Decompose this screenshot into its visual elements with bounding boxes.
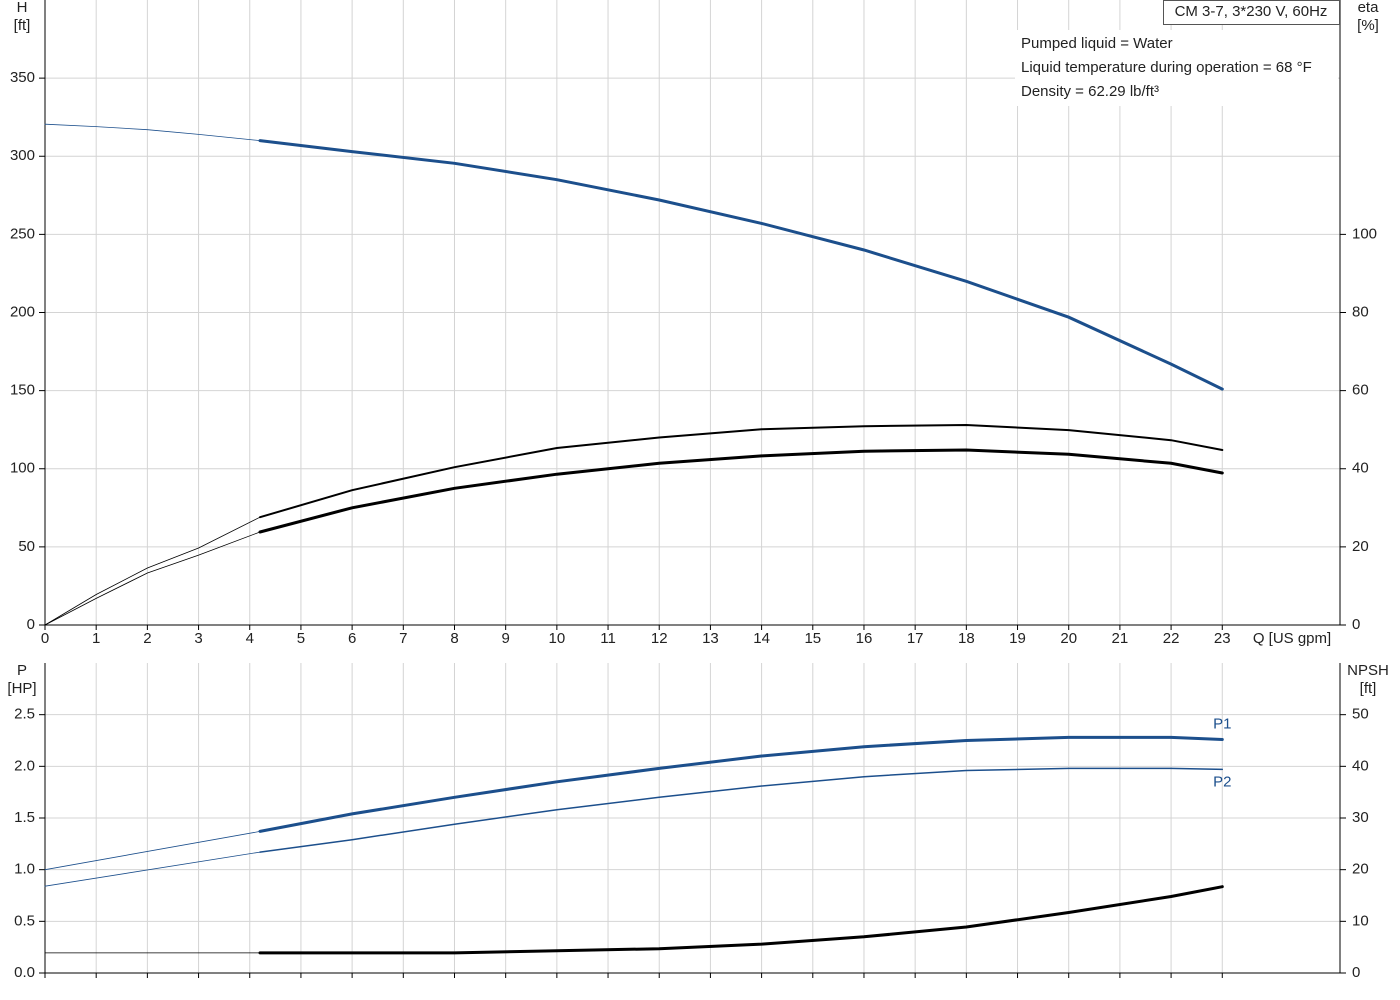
x-tick-label: 22 — [1163, 630, 1180, 647]
y2-axis-label: [ft] — [1360, 680, 1377, 697]
y-tick-label: 150 — [10, 382, 35, 399]
curve — [258, 448, 1224, 534]
y2-tick-label: 20 — [1352, 861, 1369, 878]
x-tick-label: 9 — [502, 630, 510, 647]
x-tick-label: 8 — [450, 630, 458, 647]
x-tick-label: 12 — [651, 630, 668, 647]
plots: 0 1 2 3 4 5 6 7 8 9 10 11 12 13 14 15 16 17 18 19 20 21 22 2305… — [7, 0, 1389, 981]
x-tick-label: 23 — [1214, 630, 1231, 647]
y-axis-label: P — [17, 662, 27, 679]
curve — [258, 735, 1224, 833]
x-tick-label: 14 — [753, 630, 770, 647]
curve — [259, 767, 1224, 853]
info-line: Density = 62.29 lb/ft³ — [1021, 83, 1159, 100]
y-axis-label: [HP] — [7, 680, 36, 697]
curve — [44, 851, 261, 887]
y-tick-label: 0 — [27, 616, 35, 633]
x-tick-label: 19 — [1009, 630, 1026, 647]
x-tick-label: 2 — [143, 630, 151, 647]
y2-tick-label: 40 — [1352, 757, 1369, 774]
curve — [44, 123, 261, 141]
curve — [44, 831, 261, 871]
y2-axis-label: [%] — [1357, 17, 1379, 34]
info-panel — [1015, 30, 1338, 106]
y2-tick-label: 0 — [1352, 616, 1360, 633]
y-tick-label: 200 — [10, 303, 35, 320]
y-tick-label: 1.5 — [14, 809, 35, 826]
y-axis-label: [ft] — [14, 17, 31, 34]
x-tick-label: 6 — [348, 630, 356, 647]
curve — [44, 516, 261, 626]
x-tick-label: 7 — [399, 630, 407, 647]
y2-tick-label: 40 — [1352, 460, 1369, 477]
x-tick-label: 21 — [1112, 630, 1129, 647]
y2-tick-label: 80 — [1352, 303, 1369, 320]
y2-tick-label: 10 — [1352, 912, 1369, 929]
x-tick-label: 20 — [1060, 630, 1077, 647]
y2-axis-label: NPSH — [1347, 662, 1389, 679]
curve — [258, 885, 1224, 955]
y-tick-label: 100 — [10, 460, 35, 477]
x-tick-label: 0 — [41, 630, 49, 647]
y-tick-label: 2.5 — [14, 706, 35, 723]
x-tick-label: 15 — [804, 630, 821, 647]
y-tick-label: 50 — [18, 538, 35, 555]
series-label: P2 — [1213, 773, 1231, 790]
y-tick-label: 350 — [10, 69, 35, 86]
y-tick-label: 0.0 — [14, 964, 35, 981]
x-tick-label: 4 — [246, 630, 254, 647]
x-tick-label: 13 — [702, 630, 719, 647]
y2-tick-label: 60 — [1352, 382, 1369, 399]
x-tick-label: 17 — [907, 630, 924, 647]
curve — [258, 139, 1224, 391]
model-box — [1163, 0, 1340, 25]
x-tick-label: 18 — [958, 630, 975, 647]
info-line: Liquid temperature during operation = 68… — [1021, 59, 1312, 76]
series-label: P1 — [1213, 715, 1231, 732]
x-tick-label: 1 — [92, 630, 100, 647]
curve — [44, 531, 261, 626]
y2-tick-label: 100 — [1352, 225, 1377, 242]
info-line: Pumped liquid = Water — [1021, 35, 1173, 52]
x-tick-label: 10 — [549, 630, 566, 647]
y-tick-label: 0.5 — [14, 912, 35, 929]
y-tick-label: 2.0 — [14, 757, 35, 774]
y-tick-label: 300 — [10, 147, 35, 164]
y-axis-label: H — [17, 0, 28, 16]
x-tick-label: 11 — [600, 630, 616, 647]
y2-tick-label: 20 — [1352, 538, 1369, 555]
y2-tick-label: 30 — [1352, 809, 1369, 826]
y2-axis-label: eta — [1358, 0, 1380, 16]
model-label: CM 3-7, 3*230 V, 60Hz — [1175, 3, 1328, 20]
y-tick-label: 1.0 — [14, 861, 35, 878]
x-axis-label: Q [US gpm] — [1253, 630, 1331, 647]
x-tick-label: 5 — [297, 630, 305, 647]
x-tick-label: 3 — [194, 630, 202, 647]
y-tick-label: 250 — [10, 225, 35, 242]
y2-tick-label: 50 — [1352, 706, 1369, 723]
curve — [259, 423, 1224, 519]
y2-tick-label: 0 — [1352, 964, 1360, 981]
x-tick-label: 16 — [856, 630, 873, 647]
